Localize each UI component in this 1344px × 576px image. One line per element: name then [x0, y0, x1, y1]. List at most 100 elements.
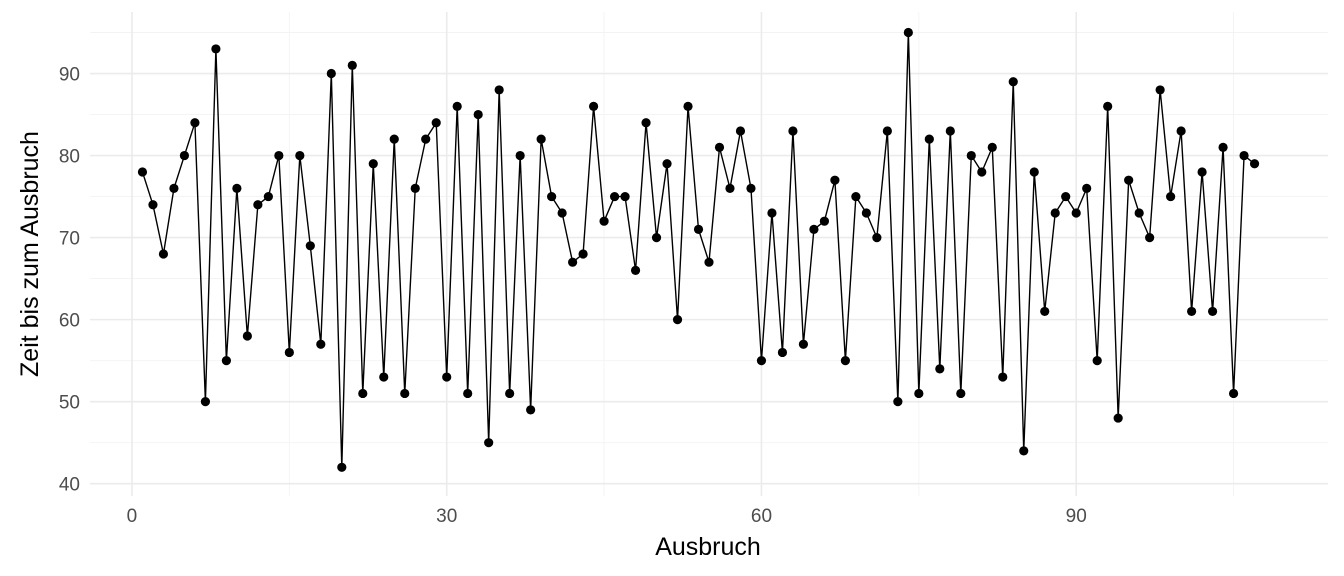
- data-point: [284, 347, 294, 358]
- data-point: [1155, 85, 1165, 95]
- data-points: [137, 27, 1260, 472]
- data-point: [672, 315, 683, 325]
- data-point: [200, 397, 211, 407]
- x-tick-label: 90: [1066, 506, 1087, 527]
- data-point: [1061, 191, 1071, 202]
- x-tick-label: 60: [751, 506, 772, 527]
- data-point: [1218, 142, 1228, 152]
- data-point: [179, 150, 190, 161]
- data-point: [840, 356, 850, 366]
- data-point: [557, 208, 567, 218]
- data-point: [1092, 356, 1102, 366]
- data-point: [568, 257, 578, 267]
- data-point: [966, 150, 976, 161]
- y-tick-label: 60: [59, 311, 80, 332]
- data-point: [274, 150, 284, 161]
- data-point: [232, 183, 242, 193]
- data-point: [305, 241, 315, 251]
- data-point: [148, 200, 158, 210]
- data-point: [190, 118, 200, 128]
- major-gridlines: [90, 12, 1328, 496]
- data-point: [1103, 101, 1113, 111]
- data-point: [746, 183, 756, 193]
- x-axis-ticks: 0 30 60 90: [127, 506, 1087, 527]
- data-point: [1239, 150, 1249, 161]
- data-point: [956, 388, 966, 399]
- data-point: [169, 183, 179, 193]
- data-point: [1145, 232, 1155, 243]
- data-point: [809, 224, 819, 234]
- data-point: [578, 249, 588, 259]
- data-point: [1166, 191, 1176, 202]
- y-tick-label: 50: [59, 393, 80, 414]
- x-tick-label: 0: [127, 506, 138, 527]
- data-point: [599, 216, 609, 226]
- data-point: [1134, 208, 1144, 218]
- y-tick-label: 70: [59, 229, 80, 250]
- data-point: [788, 126, 798, 136]
- data-point: [735, 126, 746, 136]
- data-point: [998, 372, 1008, 382]
- data-point: [494, 85, 504, 95]
- data-point: [861, 208, 871, 218]
- data-point: [379, 372, 389, 382]
- minor-gridlines: [90, 12, 1328, 496]
- data-point: [683, 101, 693, 111]
- data-point: [1040, 306, 1050, 317]
- data-point: [263, 191, 273, 202]
- data-point: [830, 175, 840, 185]
- data-point: [1207, 306, 1218, 317]
- data-point: [756, 356, 767, 366]
- data-point: [903, 27, 913, 38]
- data-point: [945, 126, 955, 136]
- data-point: [1019, 446, 1029, 456]
- data-point: [410, 183, 420, 193]
- data-point: [1197, 167, 1207, 177]
- data-point: [882, 126, 892, 136]
- data-point: [389, 134, 399, 144]
- data-point: [1113, 413, 1123, 423]
- y-tick-label: 90: [59, 65, 80, 86]
- data-point: [893, 397, 903, 407]
- data-point: [536, 134, 546, 144]
- data-point: [347, 60, 357, 70]
- y-tick-label: 40: [59, 475, 80, 496]
- data-point: [137, 167, 148, 177]
- data-point: [295, 150, 305, 161]
- data-point: [221, 356, 231, 366]
- data-point: [662, 159, 672, 169]
- data-point: [924, 134, 934, 144]
- data-point: [211, 44, 221, 54]
- data-point: [819, 216, 830, 226]
- data-point: [641, 118, 651, 128]
- data-point: [704, 257, 714, 267]
- data-point: [977, 167, 987, 177]
- data-point: [547, 191, 557, 202]
- data-point: [337, 462, 347, 472]
- data-point: [1082, 183, 1092, 193]
- data-point: [693, 224, 704, 234]
- data-point: [253, 200, 263, 210]
- data-point: [1050, 208, 1060, 218]
- data-point: [242, 331, 252, 341]
- data-point: [158, 249, 169, 259]
- data-point: [1228, 388, 1239, 399]
- data-point: [431, 118, 441, 128]
- data-point: [609, 191, 620, 202]
- data-point: [442, 372, 452, 382]
- data-point: [463, 388, 473, 399]
- data-point: [358, 388, 368, 399]
- data-point: [714, 142, 725, 152]
- data-point: [368, 159, 378, 169]
- data-point: [1187, 306, 1197, 317]
- y-tick-label: 80: [59, 147, 80, 168]
- data-point: [473, 109, 483, 120]
- data-point: [798, 339, 809, 349]
- data-point: [767, 208, 777, 218]
- data-point: [316, 339, 326, 349]
- data-point: [326, 68, 336, 79]
- data-point: [777, 347, 788, 358]
- data-point: [987, 142, 997, 152]
- data-point: [421, 134, 431, 144]
- x-tick-label: 30: [436, 506, 457, 527]
